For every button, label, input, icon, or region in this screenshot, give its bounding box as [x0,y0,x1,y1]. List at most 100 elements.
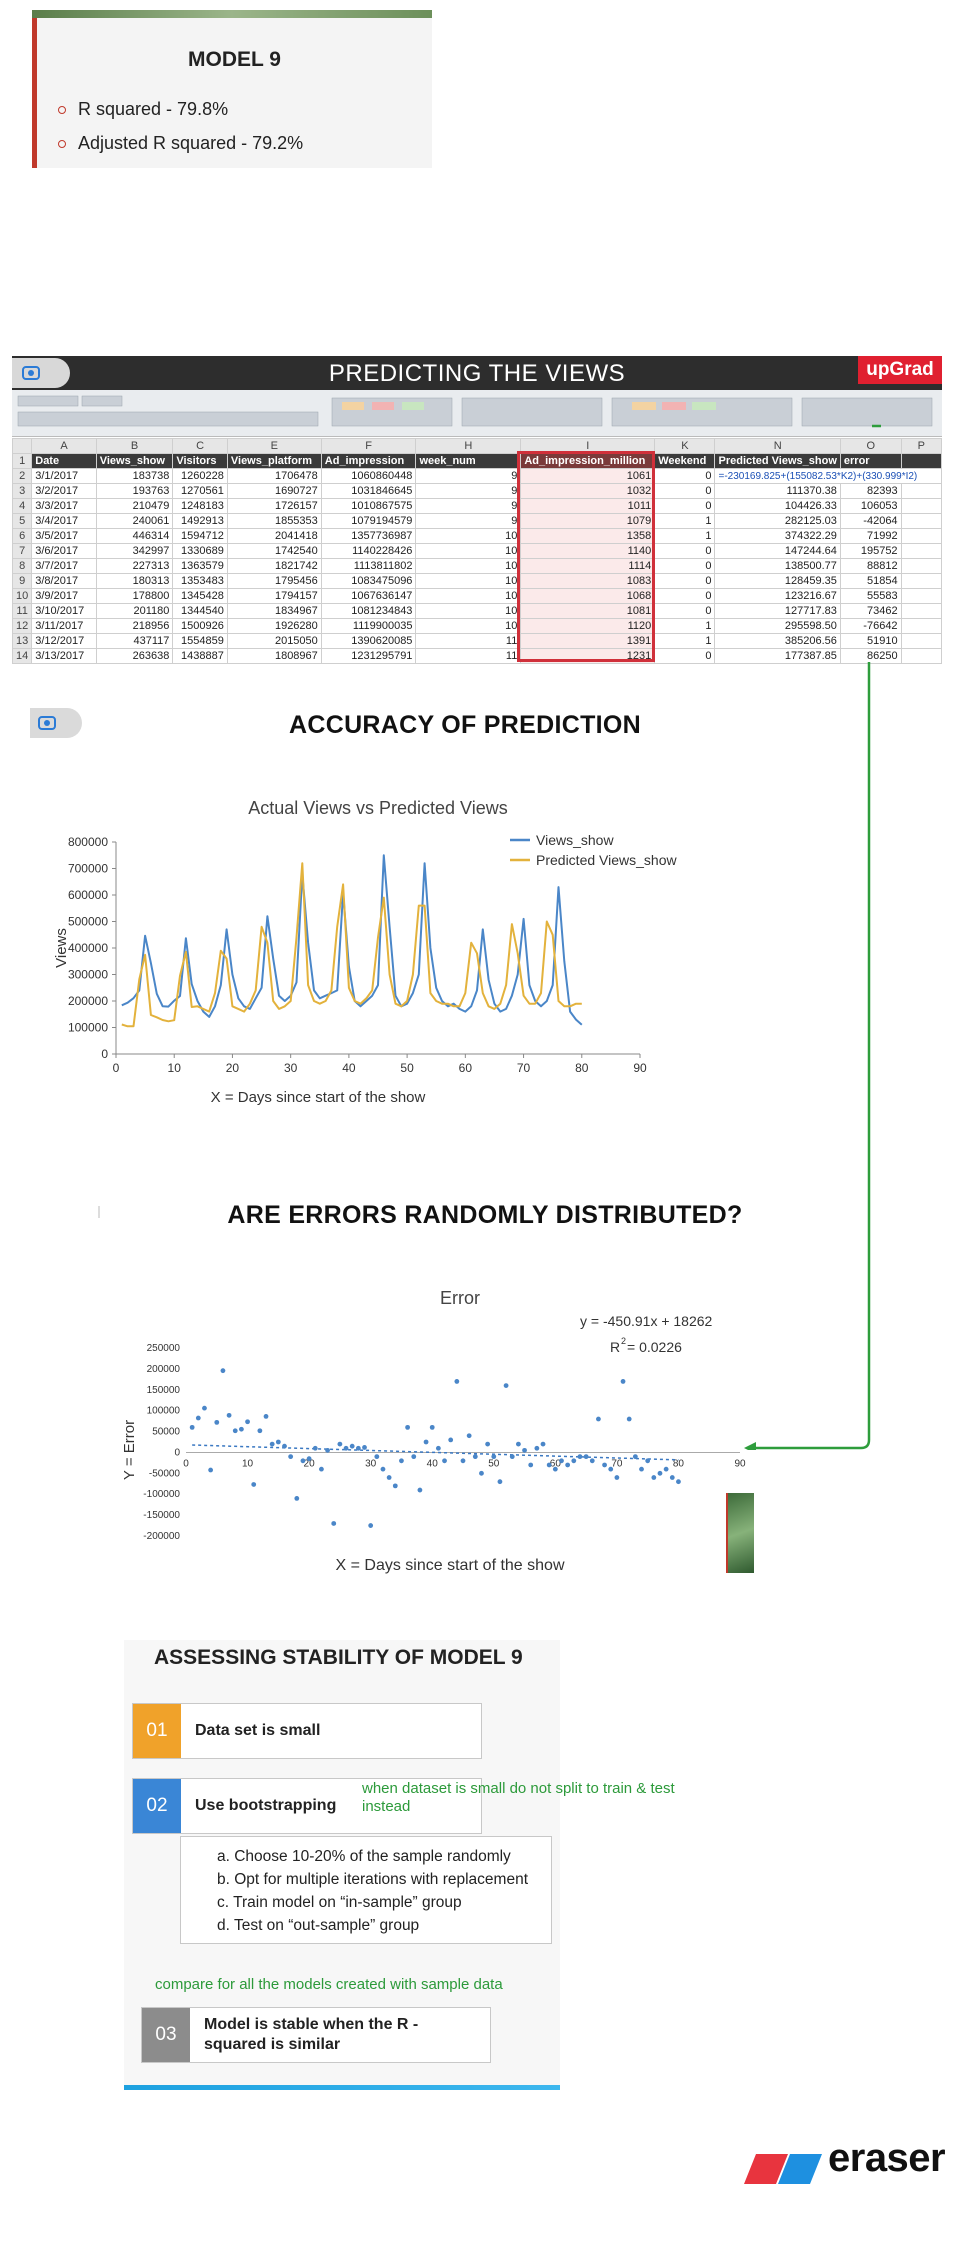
cell[interactable]: 1260228 [172,468,228,484]
cell[interactable]: 1 [654,528,716,544]
cell[interactable]: 1500926 [172,618,228,634]
cell[interactable]: 10 [415,573,522,589]
cell[interactable]: 10 [415,588,522,604]
row-number[interactable]: 2 [11,468,33,484]
cell[interactable]: 1358 [520,528,656,544]
cell[interactable]: 0 [654,498,716,514]
cell[interactable]: 10 [415,618,522,634]
cell[interactable]: 1821742 [226,558,322,574]
cell[interactable]: 1031846645 [320,483,417,499]
column-letter[interactable]: O [839,438,902,454]
row-number[interactable]: 8 [11,558,33,574]
cell[interactable]: 1083 [520,573,656,589]
cell[interactable]: 0 [654,603,716,619]
cell[interactable]: 201180 [95,603,174,619]
cell[interactable]: 51910 [839,633,902,649]
cell[interactable]: 342997 [95,543,174,559]
cell[interactable]: 1060860448 [320,468,417,484]
row-number[interactable]: 5 [11,513,33,529]
cell[interactable]: 3/1/2017 [31,468,97,484]
column-letter[interactable]: K [654,438,716,454]
cell[interactable]: 3/6/2017 [31,543,97,559]
cell[interactable]: 3/7/2017 [31,558,97,574]
cell[interactable]: 10 [415,558,522,574]
cell[interactable]: 1594712 [172,528,228,544]
cell[interactable]: 1794157 [226,588,322,604]
cell[interactable]: 127717.83 [714,603,841,619]
column-letter[interactable]: B [95,438,174,454]
header-cell[interactable]: Predicted Views_show [714,453,841,469]
cell[interactable]: 3/10/2017 [31,603,97,619]
header-cell[interactable]: Views_platform [226,453,322,469]
column-letter[interactable]: I [520,438,656,454]
cell[interactable]: 1010867575 [320,498,417,514]
column-letter[interactable]: E [226,438,322,454]
cell[interactable]: -76642 [839,618,902,634]
cell[interactable]: 282125.03 [714,513,841,529]
cell[interactable]: 1706478 [226,468,322,484]
cell[interactable]: 385206.56 [714,633,841,649]
cell[interactable]: 1068 [520,588,656,604]
cell[interactable]: 1011 [520,498,656,514]
cell[interactable]: 1344540 [172,603,228,619]
cell[interactable]: 1554859 [172,633,228,649]
cell[interactable]: 1 [654,633,716,649]
cell[interactable]: 1079194579 [320,513,417,529]
cell[interactable]: 1808967 [226,648,322,664]
cell[interactable]: 10 [415,528,522,544]
cell[interactable]: 210479 [95,498,174,514]
cell[interactable]: 1390620085 [320,633,417,649]
cell[interactable]: 1726157 [226,498,322,514]
cell[interactable]: 193763 [95,483,174,499]
cell[interactable]: 240061 [95,513,174,529]
cell[interactable]: 1353483 [172,573,228,589]
cell[interactable]: 3/12/2017 [31,633,97,649]
row-number[interactable]: 6 [11,528,33,544]
cell[interactable]: 11 [415,648,522,664]
cell[interactable]: 1081234843 [320,603,417,619]
cell[interactable]: 1690727 [226,483,322,499]
cell[interactable]: 183738 [95,468,174,484]
column-letter[interactable]: N [714,438,841,454]
cell[interactable]: 3/4/2017 [31,513,97,529]
row-number[interactable]: 3 [11,483,33,499]
header-cell[interactable]: Weekend [654,453,716,469]
header-cell[interactable]: Views_show [95,453,174,469]
cell[interactable]: 2015050 [226,633,322,649]
cell[interactable]: 1270561 [172,483,228,499]
cell[interactable]: 218956 [95,618,174,634]
column-letter[interactable]: H [415,438,522,454]
cell[interactable]: 1855353 [226,513,322,529]
cell[interactable]: 437117 [95,633,174,649]
row-number[interactable]: 7 [11,543,33,559]
column-letter[interactable]: F [320,438,417,454]
row-number[interactable]: 4 [11,498,33,514]
cell[interactable]: 1067636147 [320,588,417,604]
cell[interactable]: 0 [654,588,716,604]
cell[interactable]: 3/5/2017 [31,528,97,544]
cell[interactable]: 3/2/2017 [31,483,97,499]
row-number[interactable]: 9 [11,573,33,589]
cell[interactable]: 180313 [95,573,174,589]
cell[interactable]: 1795456 [226,573,322,589]
cell[interactable]: 374322.29 [714,528,841,544]
cell[interactable]: 263638 [95,648,174,664]
row-number[interactable]: 1 [11,453,33,469]
cell[interactable]: 1742540 [226,543,322,559]
cell[interactable]: 0 [654,468,716,484]
cell[interactable]: 3/13/2017 [31,648,97,664]
cell[interactable]: 3/11/2017 [31,618,97,634]
header-cell[interactable]: Ad_impression_million [520,453,656,469]
cell[interactable]: 0 [654,573,716,589]
cell[interactable]: 3/8/2017 [31,573,97,589]
cell[interactable]: 1140228426 [320,543,417,559]
cell[interactable]: 11 [415,633,522,649]
cell[interactable]: 227313 [95,558,174,574]
header-cell[interactable]: week_num [415,453,522,469]
row-number[interactable]: 14 [11,648,33,664]
row-number[interactable]: 13 [11,633,33,649]
cell[interactable]: 9 [415,483,522,499]
cell[interactable]: 0 [654,558,716,574]
cell[interactable]: 9 [415,513,522,529]
cell[interactable]: 2041418 [226,528,322,544]
